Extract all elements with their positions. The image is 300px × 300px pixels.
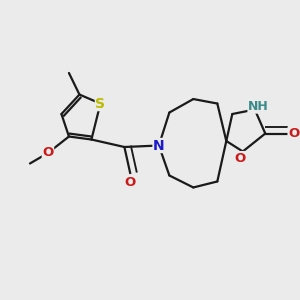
Text: O: O	[125, 176, 136, 189]
Text: O: O	[235, 152, 246, 165]
Text: N: N	[153, 139, 165, 152]
Text: NH: NH	[248, 100, 269, 113]
Text: O: O	[42, 146, 54, 160]
Text: O: O	[288, 127, 299, 140]
Text: S: S	[95, 97, 105, 110]
